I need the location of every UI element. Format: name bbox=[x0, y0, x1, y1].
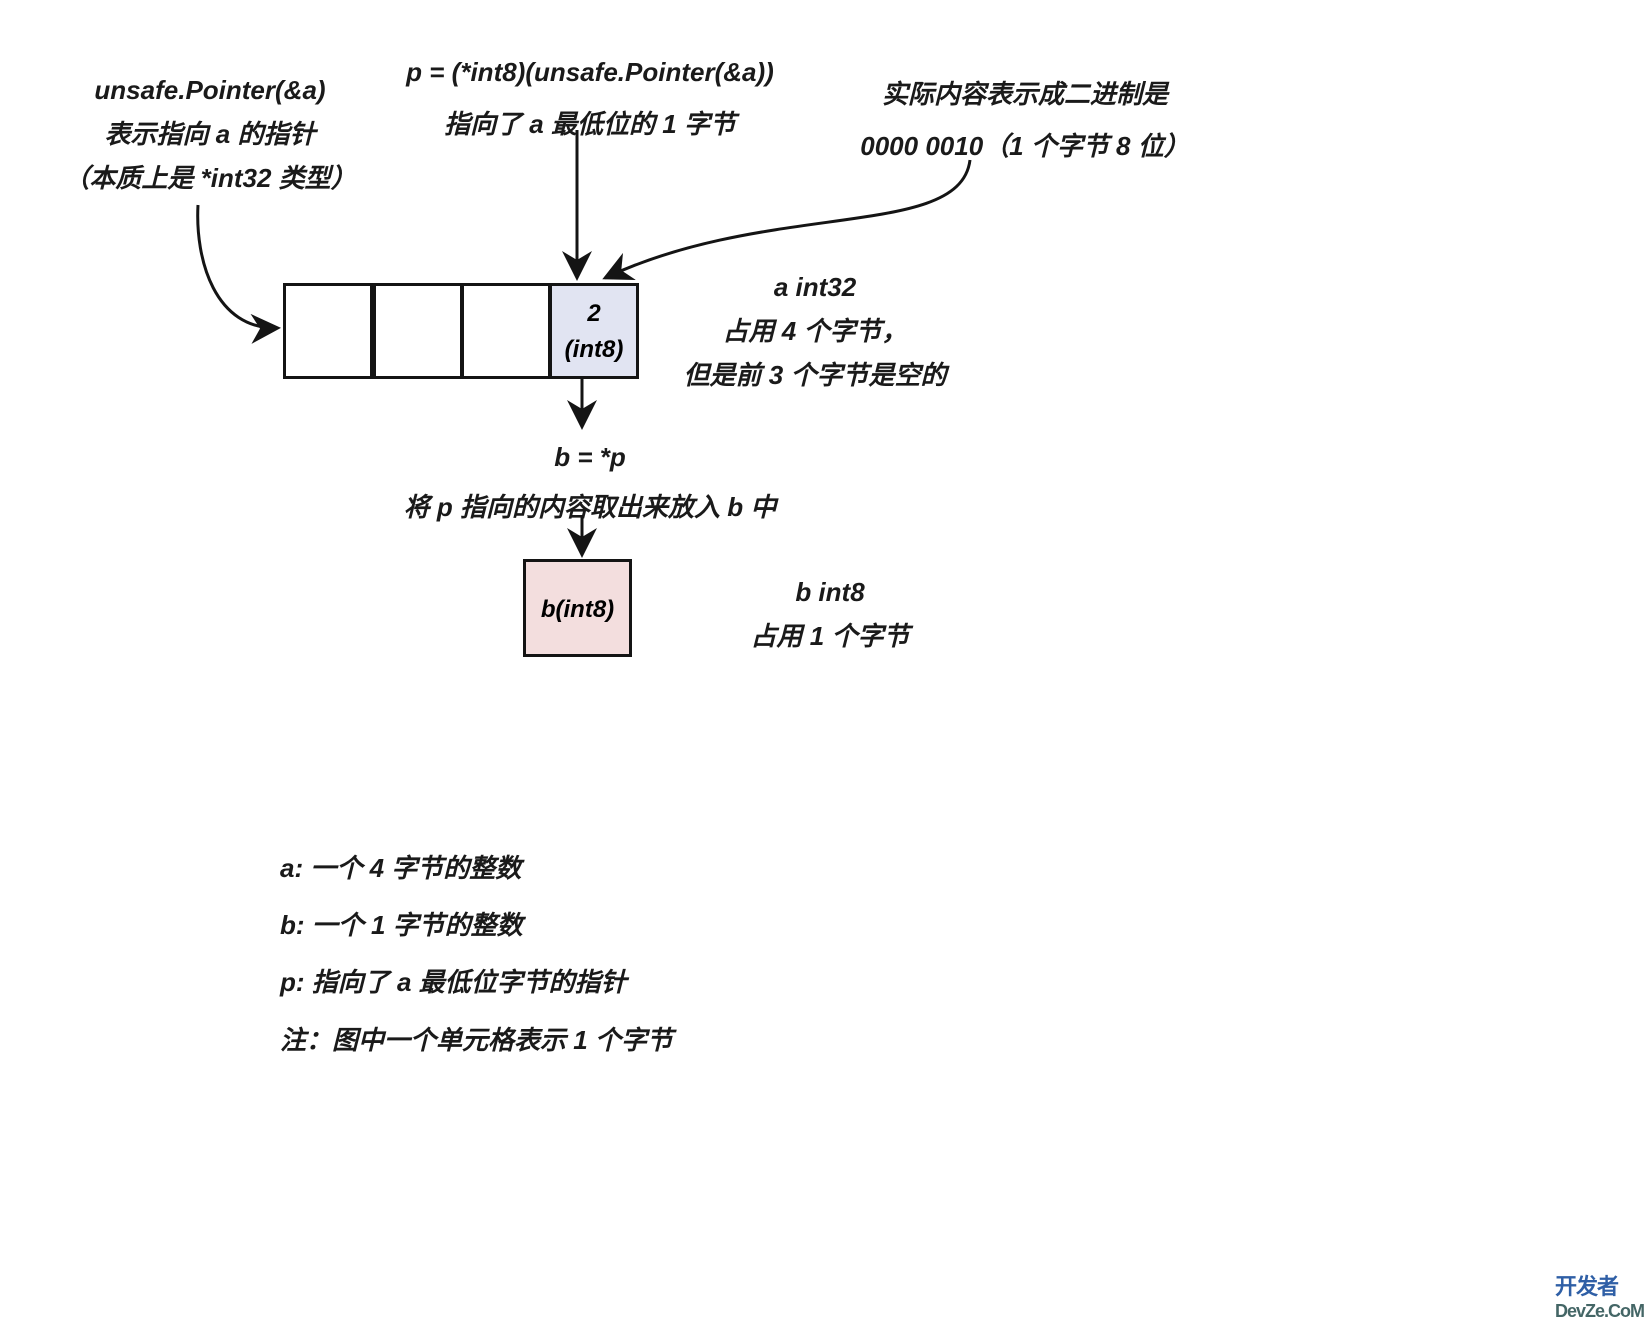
legend-p: p: 指向了 a 最低位字节的指针 bbox=[280, 954, 673, 1011]
annotation-right-b-l2: 占用 1 个字节 bbox=[720, 614, 940, 658]
legend-a: a: 一个 4 字节的整数 bbox=[280, 840, 673, 897]
annotation-right-b: b int8 占用 1 个字节 bbox=[720, 570, 940, 658]
annotation-right-b-l1: b int8 bbox=[720, 570, 940, 614]
annotation-mid-b-l1: b = *p bbox=[390, 435, 790, 479]
b-cell: b(int8) bbox=[523, 559, 632, 657]
arrow-topright bbox=[0, 0, 1100, 400]
watermark: 开发者 DevZe.CoM bbox=[1555, 1269, 1644, 1322]
watermark-top: 开发者 bbox=[1555, 1269, 1644, 1301]
arrow-to-btext bbox=[560, 379, 620, 439]
legend-note: 注：图中一个单元格表示 1 个字节 bbox=[280, 1012, 673, 1069]
watermark-bot: DevZe.CoM bbox=[1555, 1301, 1644, 1322]
arrow-to-bcell bbox=[560, 515, 620, 565]
legend-b: b: 一个 1 字节的整数 bbox=[280, 897, 673, 954]
legend: a: 一个 4 字节的整数 b: 一个 1 字节的整数 p: 指向了 a 最低位… bbox=[280, 840, 673, 1069]
b-cell-label: b(int8) bbox=[526, 596, 629, 624]
